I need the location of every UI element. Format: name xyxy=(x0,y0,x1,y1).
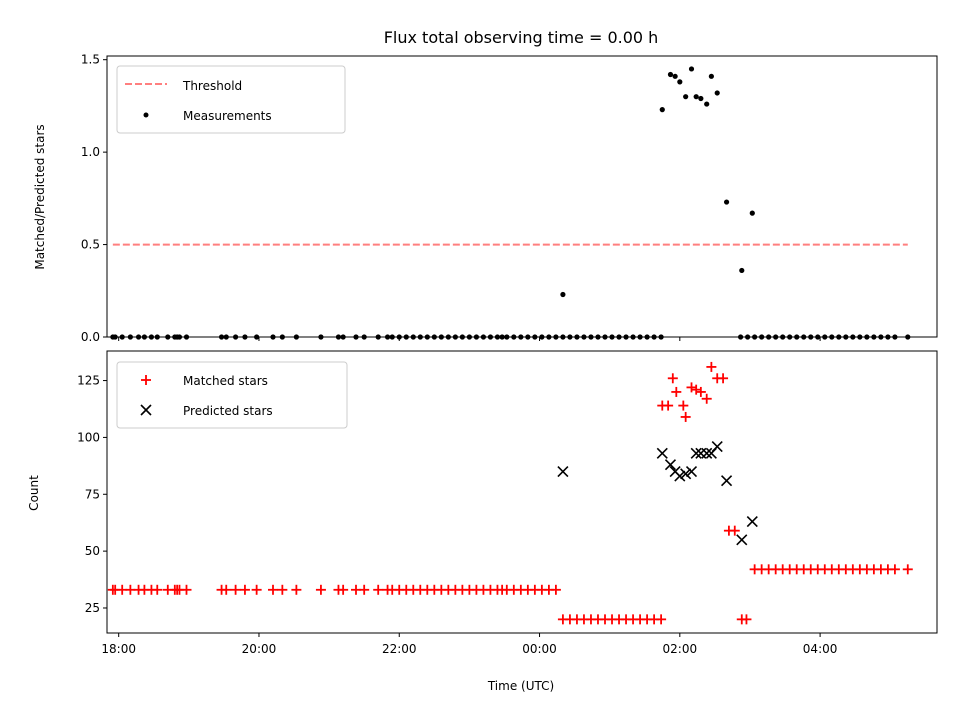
y-tick-label: 0.0 xyxy=(81,330,100,344)
y-tick-label: 125 xyxy=(77,374,100,388)
matched-legend-label: Matched stars xyxy=(183,374,268,388)
matched-star-marker xyxy=(251,584,262,595)
measurement-point xyxy=(659,107,665,113)
top-legend-box xyxy=(116,65,346,134)
matched-star-marker xyxy=(667,373,678,384)
measurement-point xyxy=(667,71,674,78)
predicted-star-marker xyxy=(685,465,698,478)
matched-star-marker xyxy=(729,525,740,536)
x-tick-label: 18:00 xyxy=(101,642,136,656)
matched-star-marker xyxy=(671,386,682,397)
bottom-plot-frame xyxy=(106,350,938,634)
matched-star-marker xyxy=(315,584,326,595)
bottom-x-axis-ticks: 18:00 20:00 22:00 00:00 02:00 04:00 xyxy=(101,633,837,656)
y-tick-label: 50 xyxy=(85,544,100,558)
matched-star-marker xyxy=(889,564,900,575)
matched-star-marker xyxy=(221,584,232,595)
matched-star-marker xyxy=(706,361,717,372)
predicted-star-marker xyxy=(736,534,748,546)
bottom-legend-box xyxy=(116,361,348,429)
measurement-point xyxy=(723,199,730,205)
measurements-legend-swatch xyxy=(143,112,149,118)
y-tick-label: 0.5 xyxy=(81,238,100,252)
predicted-star-marker xyxy=(746,515,758,528)
predicted-star-marker xyxy=(701,447,713,459)
predicted-star-marker xyxy=(656,447,668,459)
matched-star-marker xyxy=(656,614,667,625)
matched-star-marker xyxy=(373,584,384,595)
bottom-data-marks xyxy=(107,361,913,625)
measurement-point xyxy=(704,101,710,107)
measurement-point xyxy=(560,291,566,298)
y-tick-label: 75 xyxy=(85,487,100,501)
predicted-star-marker xyxy=(721,475,733,487)
threshold-legend-label: Threshold xyxy=(182,79,242,93)
measurement-point xyxy=(749,210,755,216)
x-tick-label: 00:00 xyxy=(522,642,557,656)
matched-star-marker xyxy=(277,584,288,595)
measurements-legend-label: Measurements xyxy=(183,109,272,123)
matched-star-marker xyxy=(268,584,278,595)
predicted-legend-swatch xyxy=(140,404,152,416)
matched-star-marker xyxy=(718,373,729,384)
measurement-point xyxy=(683,94,689,100)
matched-star-marker xyxy=(550,584,561,595)
y-tick-label: 1.5 xyxy=(81,53,100,67)
matched-star-marker xyxy=(181,584,192,595)
matched-star-marker xyxy=(686,382,697,393)
top-legend: Threshold Measurements xyxy=(116,65,346,134)
top-y-axis-ticks: 0.0 0.5 1.0 1.5 xyxy=(81,53,107,344)
matched-star-marker xyxy=(701,393,712,404)
x-tick-label: 20:00 xyxy=(242,642,277,656)
predicted-legend-label: Predicted stars xyxy=(183,404,273,418)
y-tick-label: 25 xyxy=(85,601,100,615)
matched-star-marker xyxy=(239,584,250,595)
y-tick-label: 1.0 xyxy=(81,145,100,159)
matched-star-marker xyxy=(291,584,302,595)
matched-star-marker xyxy=(678,400,689,411)
matched-star-marker xyxy=(230,584,241,595)
matched-star-marker xyxy=(695,386,706,397)
measurement-point xyxy=(698,95,704,102)
matched-star-marker xyxy=(663,400,674,411)
matched-star-marker xyxy=(902,564,913,575)
matched-star-marker xyxy=(338,584,349,595)
measurement-point xyxy=(739,267,745,274)
x-tick-label: 22:00 xyxy=(382,642,417,656)
predicted-star-marker xyxy=(711,440,723,453)
matched-star-marker xyxy=(359,584,370,595)
measurement-point xyxy=(714,90,720,96)
predicted-star-marker xyxy=(690,447,702,459)
y-tick-label: 100 xyxy=(77,430,100,444)
bottom-y-axis-label: Count xyxy=(27,475,41,511)
bottom-panel: 25 50 75 100 125 18:00 20:00 22:00 00:00 02:00 04… xyxy=(27,350,938,693)
top-y-axis-label: Matched/Predicted stars xyxy=(33,124,47,269)
predicted-star-marker xyxy=(664,459,677,471)
predicted-star-marker xyxy=(680,468,692,480)
bottom-legend: Matched stars Predicted stars xyxy=(116,361,348,429)
measurement-point xyxy=(672,73,678,79)
top-x-axis-ticks xyxy=(118,337,821,341)
matched-legend-swatch xyxy=(141,375,151,385)
x-tick-label: 02:00 xyxy=(663,642,698,656)
top-plot-frame xyxy=(106,55,938,338)
measurement-point xyxy=(708,73,714,79)
top-panel: 0.0 0.5 1.0 1.5 Matched/Predicted stars Thr… xyxy=(33,53,938,344)
chart-title: Flux total observing time = 0.00 h xyxy=(384,28,659,47)
bottom-y-axis-ticks: 25 50 75 100 125 xyxy=(77,374,107,615)
matched-star-marker xyxy=(152,584,163,595)
matched-star-marker xyxy=(680,411,691,422)
x-tick-label: 04:00 xyxy=(803,642,838,656)
predicted-star-marker xyxy=(557,465,569,478)
measurement-point xyxy=(688,66,695,72)
matched-star-marker xyxy=(691,384,702,395)
x-axis-label: Time (UTC) xyxy=(487,679,554,693)
predicted-star-marker xyxy=(674,470,686,482)
measurement-point xyxy=(693,94,699,100)
measurement-point xyxy=(677,79,683,85)
matched-star-marker xyxy=(741,614,752,625)
